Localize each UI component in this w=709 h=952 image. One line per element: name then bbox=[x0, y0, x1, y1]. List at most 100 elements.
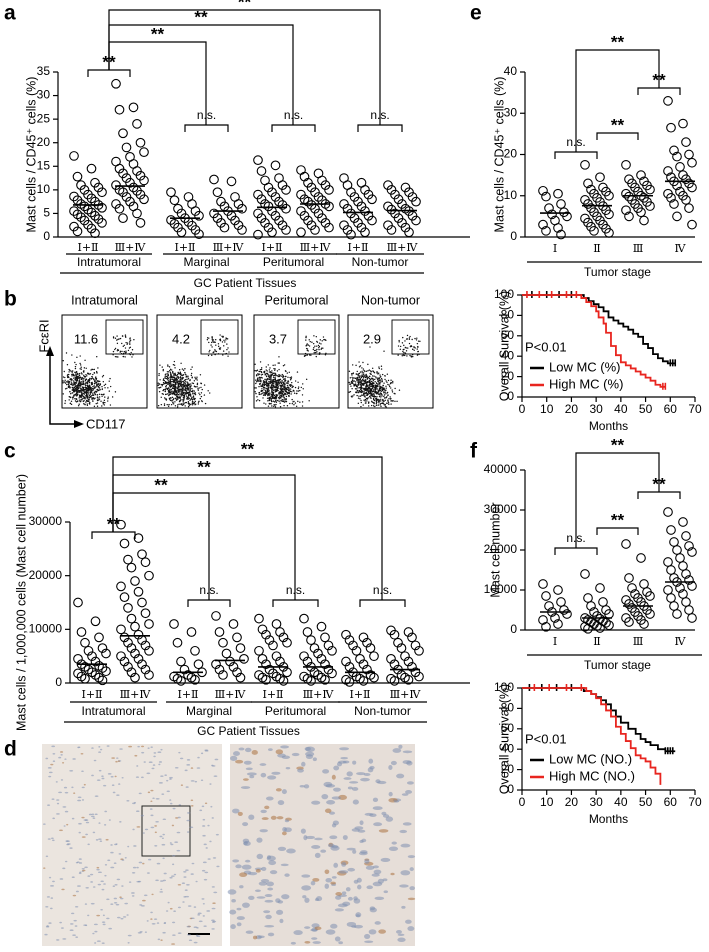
flow-event bbox=[184, 389, 186, 392]
flow-event bbox=[373, 388, 375, 391]
tissue-cell bbox=[349, 781, 359, 784]
flow-event bbox=[71, 371, 73, 373]
tissue-cell bbox=[343, 777, 352, 780]
data-point bbox=[101, 648, 111, 659]
flow-event bbox=[358, 390, 360, 392]
flow-event bbox=[93, 372, 96, 374]
flow-event bbox=[409, 354, 411, 357]
tissue-cell bbox=[83, 783, 86, 786]
data-point bbox=[684, 605, 694, 615]
flow-event bbox=[366, 376, 368, 378]
tissue-cell bbox=[102, 923, 106, 926]
tissue-cell bbox=[140, 776, 144, 779]
significance-bracket bbox=[359, 599, 406, 607]
tissue-cell bbox=[256, 896, 266, 899]
flow-event bbox=[172, 402, 174, 404]
data-point bbox=[282, 667, 292, 678]
x-tick-label: Ⅲ bbox=[633, 242, 644, 255]
flow-event bbox=[260, 368, 263, 371]
tissue-cell bbox=[50, 763, 54, 766]
y-tick-label: 0 bbox=[43, 229, 50, 243]
panel-label: a bbox=[4, 2, 16, 25]
flow-event bbox=[75, 387, 77, 390]
tissue-cell bbox=[405, 919, 412, 924]
data-point bbox=[393, 637, 403, 648]
flow-event bbox=[414, 337, 416, 340]
flow-event bbox=[85, 378, 87, 380]
flow-event bbox=[261, 384, 263, 386]
data-point bbox=[130, 672, 140, 683]
flow-event bbox=[112, 350, 115, 353]
flow-event bbox=[257, 399, 259, 401]
tissue-cell bbox=[202, 818, 206, 821]
flow-event bbox=[257, 373, 259, 375]
flow-event bbox=[163, 403, 166, 405]
flow-event bbox=[379, 386, 381, 389]
flow-event bbox=[379, 392, 382, 394]
flow-event bbox=[85, 382, 87, 384]
tissue-cell bbox=[104, 810, 108, 813]
flow-event bbox=[315, 355, 317, 358]
data-point bbox=[94, 632, 104, 643]
flow-event bbox=[121, 350, 123, 353]
tissue-cell bbox=[96, 940, 101, 942]
flow-event bbox=[403, 351, 405, 354]
flow-event bbox=[163, 404, 166, 407]
tissue-cell bbox=[155, 798, 160, 800]
flow-event bbox=[79, 396, 81, 398]
flow-event bbox=[308, 339, 310, 341]
tissue-cell bbox=[85, 833, 89, 836]
flow-event bbox=[182, 403, 185, 406]
tissue-cell bbox=[49, 907, 53, 910]
tissue-cell bbox=[132, 802, 136, 805]
tissue-cell bbox=[126, 914, 129, 916]
flow-event bbox=[64, 388, 67, 390]
flow-event bbox=[378, 379, 381, 381]
data-point bbox=[669, 537, 679, 547]
flow-event bbox=[76, 395, 78, 397]
flow-event bbox=[351, 388, 353, 390]
flow-event bbox=[314, 351, 317, 354]
tissue-cell bbox=[186, 812, 191, 814]
flow-event bbox=[62, 393, 65, 395]
data-point bbox=[256, 166, 267, 176]
flow-event bbox=[165, 382, 167, 385]
flow-event bbox=[65, 381, 67, 383]
flow-event bbox=[172, 377, 174, 379]
flow-event bbox=[378, 381, 380, 384]
tissue-cell bbox=[324, 869, 330, 875]
data-point bbox=[687, 547, 697, 557]
flow-event bbox=[71, 379, 73, 381]
flow-event bbox=[183, 392, 185, 394]
flow-event bbox=[169, 393, 172, 395]
flow-event bbox=[385, 389, 387, 391]
flow-event bbox=[76, 400, 79, 402]
flow-event bbox=[285, 398, 287, 400]
flow-event bbox=[259, 383, 261, 386]
tissue-cell bbox=[78, 822, 82, 825]
flow-event bbox=[91, 398, 93, 400]
y-tick-label: 15 bbox=[37, 158, 51, 172]
tissue-cell bbox=[119, 896, 122, 899]
data-point bbox=[583, 623, 593, 634]
tissue-cell bbox=[115, 760, 118, 763]
data-point bbox=[538, 615, 548, 625]
tissue-cell bbox=[115, 843, 118, 845]
flow-event bbox=[318, 347, 320, 349]
flow-event bbox=[268, 369, 271, 371]
flow-event bbox=[273, 374, 275, 377]
flow-event bbox=[72, 396, 74, 399]
flow-event bbox=[101, 376, 104, 378]
histology-high-mag bbox=[230, 744, 415, 946]
y-tick-label: 0 bbox=[510, 622, 517, 636]
flow-event bbox=[266, 384, 269, 387]
flow-event bbox=[127, 349, 130, 352]
data-point bbox=[176, 676, 186, 686]
flow-event bbox=[189, 388, 191, 390]
flow-event bbox=[190, 384, 192, 386]
data-point bbox=[636, 170, 646, 180]
flow-event bbox=[158, 374, 160, 377]
flow-event bbox=[281, 396, 283, 398]
data-point bbox=[580, 621, 590, 632]
x-axis-label: Months bbox=[589, 812, 628, 826]
